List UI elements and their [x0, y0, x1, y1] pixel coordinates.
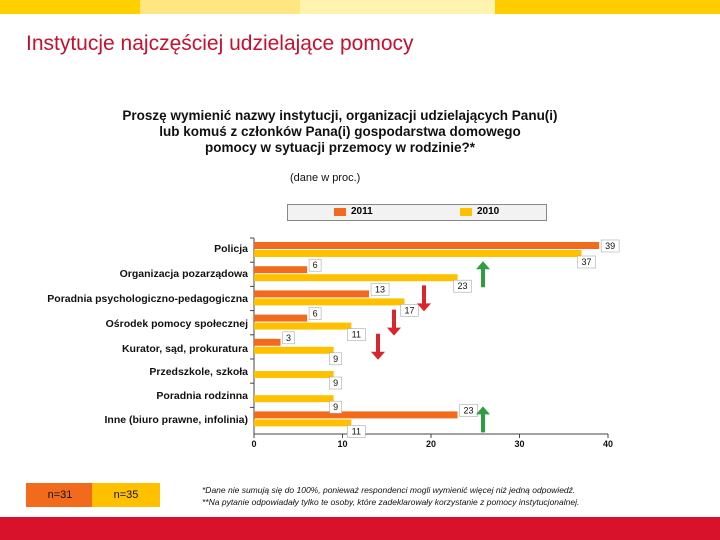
- sample-size-2011: n=31: [26, 483, 94, 507]
- data-label-box: [282, 331, 295, 345]
- data-label-box: [347, 328, 366, 341]
- bar-2010: [254, 250, 582, 257]
- bottom-color-bar: [0, 517, 720, 540]
- bar-2010: [254, 371, 334, 378]
- unit-note: (dane w proc.): [290, 172, 361, 184]
- data-label-box: [453, 279, 472, 293]
- arrow-shape: [387, 309, 401, 336]
- bar-2011: [254, 314, 308, 322]
- legend-item-2011: 2011: [334, 206, 373, 217]
- bar-2010: [254, 298, 405, 306]
- arrow-shape: [417, 285, 431, 312]
- data-label-box: [329, 400, 342, 414]
- data-label-box: [347, 425, 366, 438]
- data-label-box: [600, 239, 620, 253]
- category-label: Inne (biuro prawne, infolinia): [104, 414, 249, 426]
- chart-legend: 2011 2010: [287, 204, 547, 221]
- legend-item-2010: 2010: [460, 206, 499, 217]
- bar-2011: [254, 266, 308, 274]
- data-label-2010: 11: [352, 426, 361, 436]
- sample-size-2010: n=35: [92, 483, 160, 507]
- data-label-2011: 39: [605, 241, 615, 251]
- bar-2010: [254, 274, 458, 282]
- chart-title-line: lub komuś z członków Pana(i) gospodarstw…: [159, 124, 521, 139]
- chart-title-line: Proszę wymienić nazwy instytucji, organi…: [122, 108, 558, 123]
- data-label-box: [308, 258, 322, 272]
- x-tick-label: 40: [603, 439, 613, 449]
- top-bar-segment: [495, 0, 720, 14]
- data-label-2010: 11: [352, 330, 361, 340]
- bar-2010: [254, 395, 334, 403]
- chart-title: Proszę wymienić nazwy instytucji, organi…: [80, 108, 600, 156]
- data-label-2010: 9: [333, 378, 338, 388]
- data-label-2010: 23: [458, 281, 468, 291]
- x-tick-label: 20: [426, 439, 436, 449]
- data-label-2010: 17: [404, 305, 414, 315]
- data-label-2011: 13: [375, 284, 385, 294]
- data-label-2010: 9: [333, 402, 338, 412]
- footnote-line: **Na pytanie odpowiadały tylko te osoby,…: [202, 497, 580, 507]
- category-label: Poradnia psychologiczno-pedagogiczna: [47, 293, 248, 305]
- arrow-up-icon: [476, 406, 490, 433]
- bar-2011: [254, 290, 370, 298]
- category-label: Organizacja pozarządowa: [119, 268, 248, 280]
- bar-2010: [254, 346, 334, 354]
- data-label-2011: 3: [286, 333, 291, 343]
- bar-2011: [254, 338, 281, 346]
- legend-label-2010: 2010: [477, 206, 500, 217]
- category-label: Poradnia rodzinna: [156, 390, 248, 402]
- data-label-2010: 37: [581, 257, 591, 267]
- bar-2011: [254, 411, 458, 419]
- category-label: Przedszkole, szkoła: [149, 366, 248, 378]
- category-label: Kurator, sąd, prokuratura: [121, 343, 248, 355]
- data-label-box: [400, 304, 419, 317]
- footnotes: *Dane nie sumują się do 100%, ponieważ r…: [202, 484, 579, 508]
- legend-swatch-2011: [334, 207, 346, 216]
- arrow-down-icon: [417, 285, 431, 312]
- arrow-down-icon: [387, 309, 401, 336]
- top-color-bar: [0, 0, 720, 14]
- arrow-shape: [371, 333, 385, 360]
- data-label-2011: 23: [464, 405, 474, 415]
- x-tick-label: 30: [514, 439, 524, 449]
- data-label-box: [329, 376, 342, 390]
- data-label-box: [370, 283, 390, 296]
- data-label-box: [459, 404, 478, 417]
- data-label-box: [308, 307, 322, 320]
- legend-label-2011: 2011: [351, 206, 373, 217]
- x-tick-label: 0: [251, 439, 256, 449]
- data-label-box: [329, 352, 342, 366]
- category-label: Policja: [214, 243, 248, 255]
- data-label-box: [577, 255, 596, 269]
- arrow-up-icon: [476, 261, 490, 288]
- legend-swatch-2010: [460, 207, 472, 216]
- arrow-shape: [476, 261, 490, 288]
- data-label-2011: 6: [313, 309, 318, 319]
- data-label-2010: 9: [333, 354, 338, 364]
- slide-title: Instytucje najczęściej udzielające pomoc…: [26, 32, 414, 55]
- bar-2010: [254, 419, 352, 427]
- bar-2011: [254, 242, 600, 249]
- arrow-shape: [476, 406, 490, 433]
- x-tick-label: 10: [337, 439, 347, 449]
- chart-title-line: pomocy w sytuacji przemocy w rodzinie?*: [204, 140, 476, 155]
- footnote-line: *Dane nie sumują się do 100%, ponieważ r…: [202, 485, 576, 495]
- top-bar-segment: [0, 0, 140, 14]
- top-bar-segment: [140, 0, 300, 14]
- arrow-down-icon: [371, 333, 385, 360]
- data-label-2011: 6: [313, 260, 318, 270]
- category-label: Ośrodek pomocy społecznej: [105, 318, 248, 330]
- bar-2010: [254, 322, 352, 330]
- top-bar-segment: [300, 0, 495, 14]
